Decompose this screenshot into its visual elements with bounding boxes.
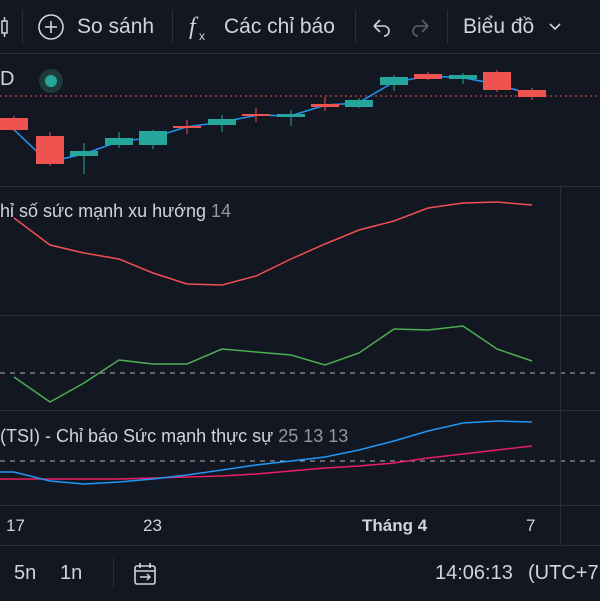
redo-icon[interactable] <box>410 16 432 38</box>
chart-type-dropdown[interactable]: Biểu đồ <box>463 0 562 54</box>
candle <box>0 118 28 130</box>
range-5y-button[interactable]: 5n <box>14 562 37 584</box>
candle <box>208 119 236 125</box>
candle <box>518 90 546 97</box>
clock-time: 14:06:13 <box>435 562 513 584</box>
candle <box>139 131 167 145</box>
tsi-signal-line <box>0 445 533 480</box>
trend-strength-params: 14 <box>211 201 232 221</box>
chevron-down-icon <box>549 23 561 31</box>
candle <box>36 136 64 164</box>
function-icon: f x <box>189 14 205 42</box>
bottom-toolbar: 5n 1n 14:06:13 (UTC+7 <box>0 545 600 600</box>
candle <box>173 126 201 128</box>
range-1y-button[interactable]: 1n <box>60 562 83 584</box>
time-label-month: Tháng 4 <box>362 516 428 535</box>
tsi-line <box>0 420 533 485</box>
compare-label: So sánh <box>77 15 155 38</box>
candle <box>380 77 408 85</box>
plus-circle-icon <box>38 14 64 40</box>
candles <box>0 70 546 174</box>
undo-icon[interactable] <box>370 16 392 38</box>
indicators-button[interactable]: f x Các chỉ báo <box>188 0 335 54</box>
indicator-line <box>13 325 533 403</box>
chart-type-label: Biểu đồ <box>463 15 535 38</box>
time-label: 17 <box>6 516 25 535</box>
trend-strength-title: hỉ số sức mạnh xu hướng <box>0 201 206 221</box>
svg-text:x: x <box>199 29 205 42</box>
timezone-selector[interactable]: (UTC+7 <box>528 562 599 584</box>
market-status-icon[interactable] <box>36 68 66 94</box>
trend-strength-legend[interactable]: hỉ số sức mạnh xu hướng 14 <box>0 201 231 222</box>
indicators-label: Các chỉ báo <box>224 15 335 38</box>
symbol-name[interactable]: D <box>0 68 15 90</box>
top-toolbar: So sánh f x Các chỉ báo Biểu đồ <box>0 0 600 54</box>
candle <box>414 74 442 79</box>
candle <box>483 72 511 90</box>
candle <box>70 151 98 156</box>
compare-button[interactable]: So sánh <box>37 0 154 54</box>
candle-chart-icon[interactable] <box>0 17 10 37</box>
tsi-title: (TSI) - Chỉ báo Sức mạnh thực sự <box>0 426 274 446</box>
tsi-params: 25 13 13 <box>278 426 349 446</box>
close-line <box>7 75 533 163</box>
calendar-icon[interactable] <box>132 561 158 587</box>
svg-text:f: f <box>189 14 199 40</box>
candle <box>345 100 373 107</box>
chart-canvas[interactable] <box>0 0 600 545</box>
candle <box>242 114 270 116</box>
candle <box>311 104 339 107</box>
candle <box>277 114 305 117</box>
trend-strength-line <box>13 201 533 286</box>
candle <box>449 75 477 79</box>
candle <box>105 138 133 145</box>
time-label: 23 <box>143 516 162 535</box>
tsi-legend[interactable]: (TSI) - Chỉ báo Sức mạnh thực sự 25 13 1… <box>0 426 348 447</box>
time-label: 7 <box>526 516 536 535</box>
